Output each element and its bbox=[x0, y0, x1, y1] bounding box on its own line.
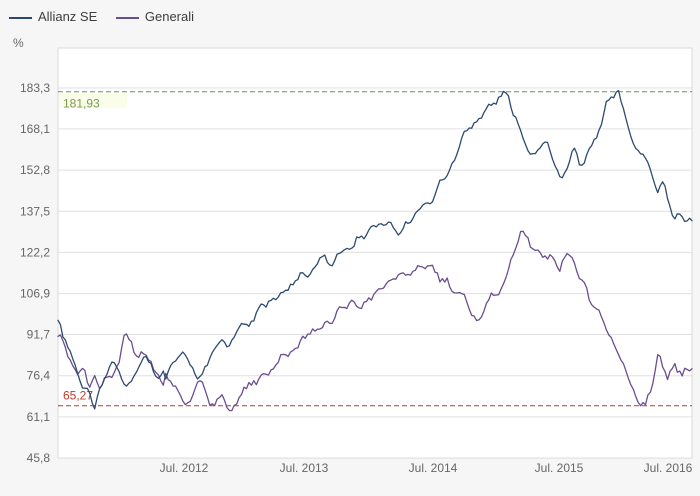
svg-text:61,1: 61,1 bbox=[27, 410, 51, 424]
svg-text:Jul. 2013: Jul. 2013 bbox=[280, 461, 329, 475]
svg-text:152,8: 152,8 bbox=[20, 163, 50, 177]
svg-text:168,1: 168,1 bbox=[20, 122, 50, 136]
svg-text:91,7: 91,7 bbox=[27, 328, 51, 342]
svg-text:45,8: 45,8 bbox=[27, 451, 51, 465]
svg-text:122,2: 122,2 bbox=[20, 245, 50, 259]
svg-text:Jul. 2015: Jul. 2015 bbox=[535, 461, 584, 475]
svg-text:183,3: 183,3 bbox=[20, 81, 50, 95]
svg-text:137,5: 137,5 bbox=[20, 204, 50, 218]
svg-text:Jul. 2014: Jul. 2014 bbox=[409, 461, 458, 475]
svg-text:Jul. 2012: Jul. 2012 bbox=[160, 461, 209, 475]
svg-text:106,9: 106,9 bbox=[20, 287, 50, 301]
svg-text:76,4: 76,4 bbox=[27, 369, 51, 383]
svg-text:Jul. 2016: Jul. 2016 bbox=[644, 461, 693, 475]
svg-text:181,93: 181,93 bbox=[63, 97, 100, 111]
